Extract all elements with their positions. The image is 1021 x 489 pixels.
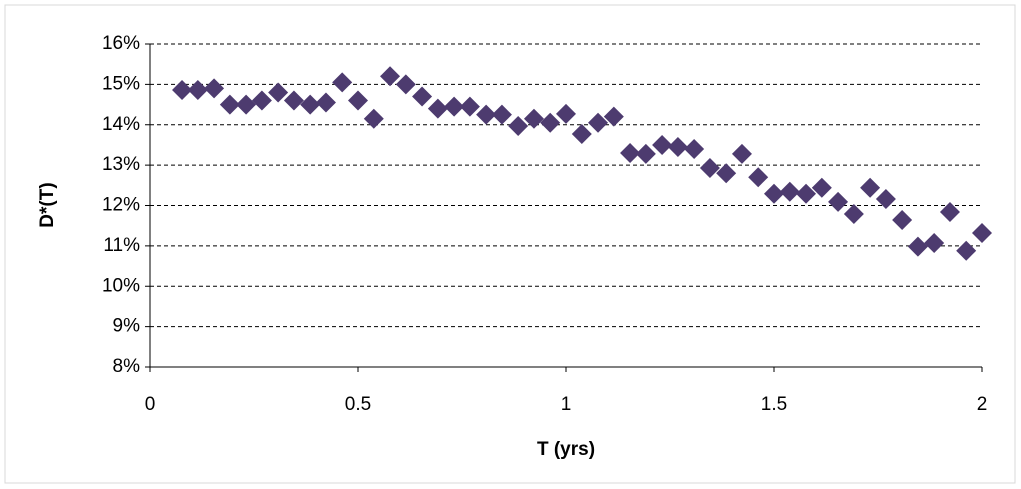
y-tick-label: 15% [102, 73, 140, 94]
y-axis-title: D*(T) [37, 182, 58, 227]
data-point [731, 143, 752, 164]
y-tick-label: 13% [102, 154, 140, 175]
data-point [251, 90, 272, 111]
data-point [764, 183, 784, 204]
data-point [875, 189, 896, 210]
y-tick-label: 11% [103, 235, 140, 256]
data-point [283, 90, 304, 111]
data-point [684, 138, 705, 159]
x-tick-label: 2 [977, 394, 988, 415]
data-point [828, 191, 849, 212]
y-tick-label: 14% [102, 114, 140, 135]
data-point [444, 96, 465, 117]
y-tick-label: 9% [113, 316, 141, 337]
x-tick-label: 1 [561, 394, 572, 415]
y-tick-label: 16% [102, 33, 140, 54]
data-point [508, 115, 529, 136]
y-tick-label: 12% [102, 195, 140, 216]
data-point [892, 210, 913, 231]
data-point [860, 177, 881, 198]
data-point [172, 80, 193, 101]
data-point [939, 201, 960, 222]
data-point [300, 94, 321, 115]
data-point [268, 82, 289, 103]
data-point [332, 72, 353, 93]
data-point [363, 108, 384, 129]
data-point [843, 203, 864, 224]
data-point [603, 106, 624, 127]
x-tick-label: 0.5 [345, 394, 371, 415]
data-point [699, 157, 720, 178]
data-point [972, 222, 992, 243]
y-tick-label: 8% [113, 356, 141, 377]
data-point [540, 112, 561, 133]
data-point [204, 78, 225, 99]
data-point [652, 134, 673, 155]
data-point [523, 108, 544, 129]
data-point [476, 104, 497, 125]
data-point [412, 86, 433, 107]
data-point [924, 233, 945, 254]
data-point [427, 98, 448, 119]
data-point [380, 66, 401, 87]
data-point [588, 112, 609, 133]
y-tick-label: 10% [102, 275, 140, 296]
data-point [348, 90, 368, 111]
data-point [219, 94, 240, 115]
data-point [907, 236, 928, 257]
chart-border [4, 4, 1016, 484]
data-point [315, 92, 336, 113]
data-point [187, 80, 208, 101]
x-axis-title: T (yrs) [537, 439, 595, 460]
data-point [748, 167, 769, 188]
data-point [491, 104, 512, 125]
data-point [395, 74, 416, 95]
data-point [556, 103, 576, 124]
data-point [620, 143, 641, 164]
data-point [796, 183, 817, 204]
x-tick-label: 1.5 [761, 394, 787, 415]
data-point [571, 124, 592, 145]
data-point [459, 96, 480, 117]
data-point [236, 94, 257, 115]
data-point [956, 240, 977, 261]
data-point [635, 143, 656, 164]
data-point [667, 136, 688, 157]
data-point [716, 163, 737, 184]
x-tick-label: 0 [145, 394, 156, 415]
data-point [811, 177, 832, 198]
data-point [779, 181, 800, 202]
